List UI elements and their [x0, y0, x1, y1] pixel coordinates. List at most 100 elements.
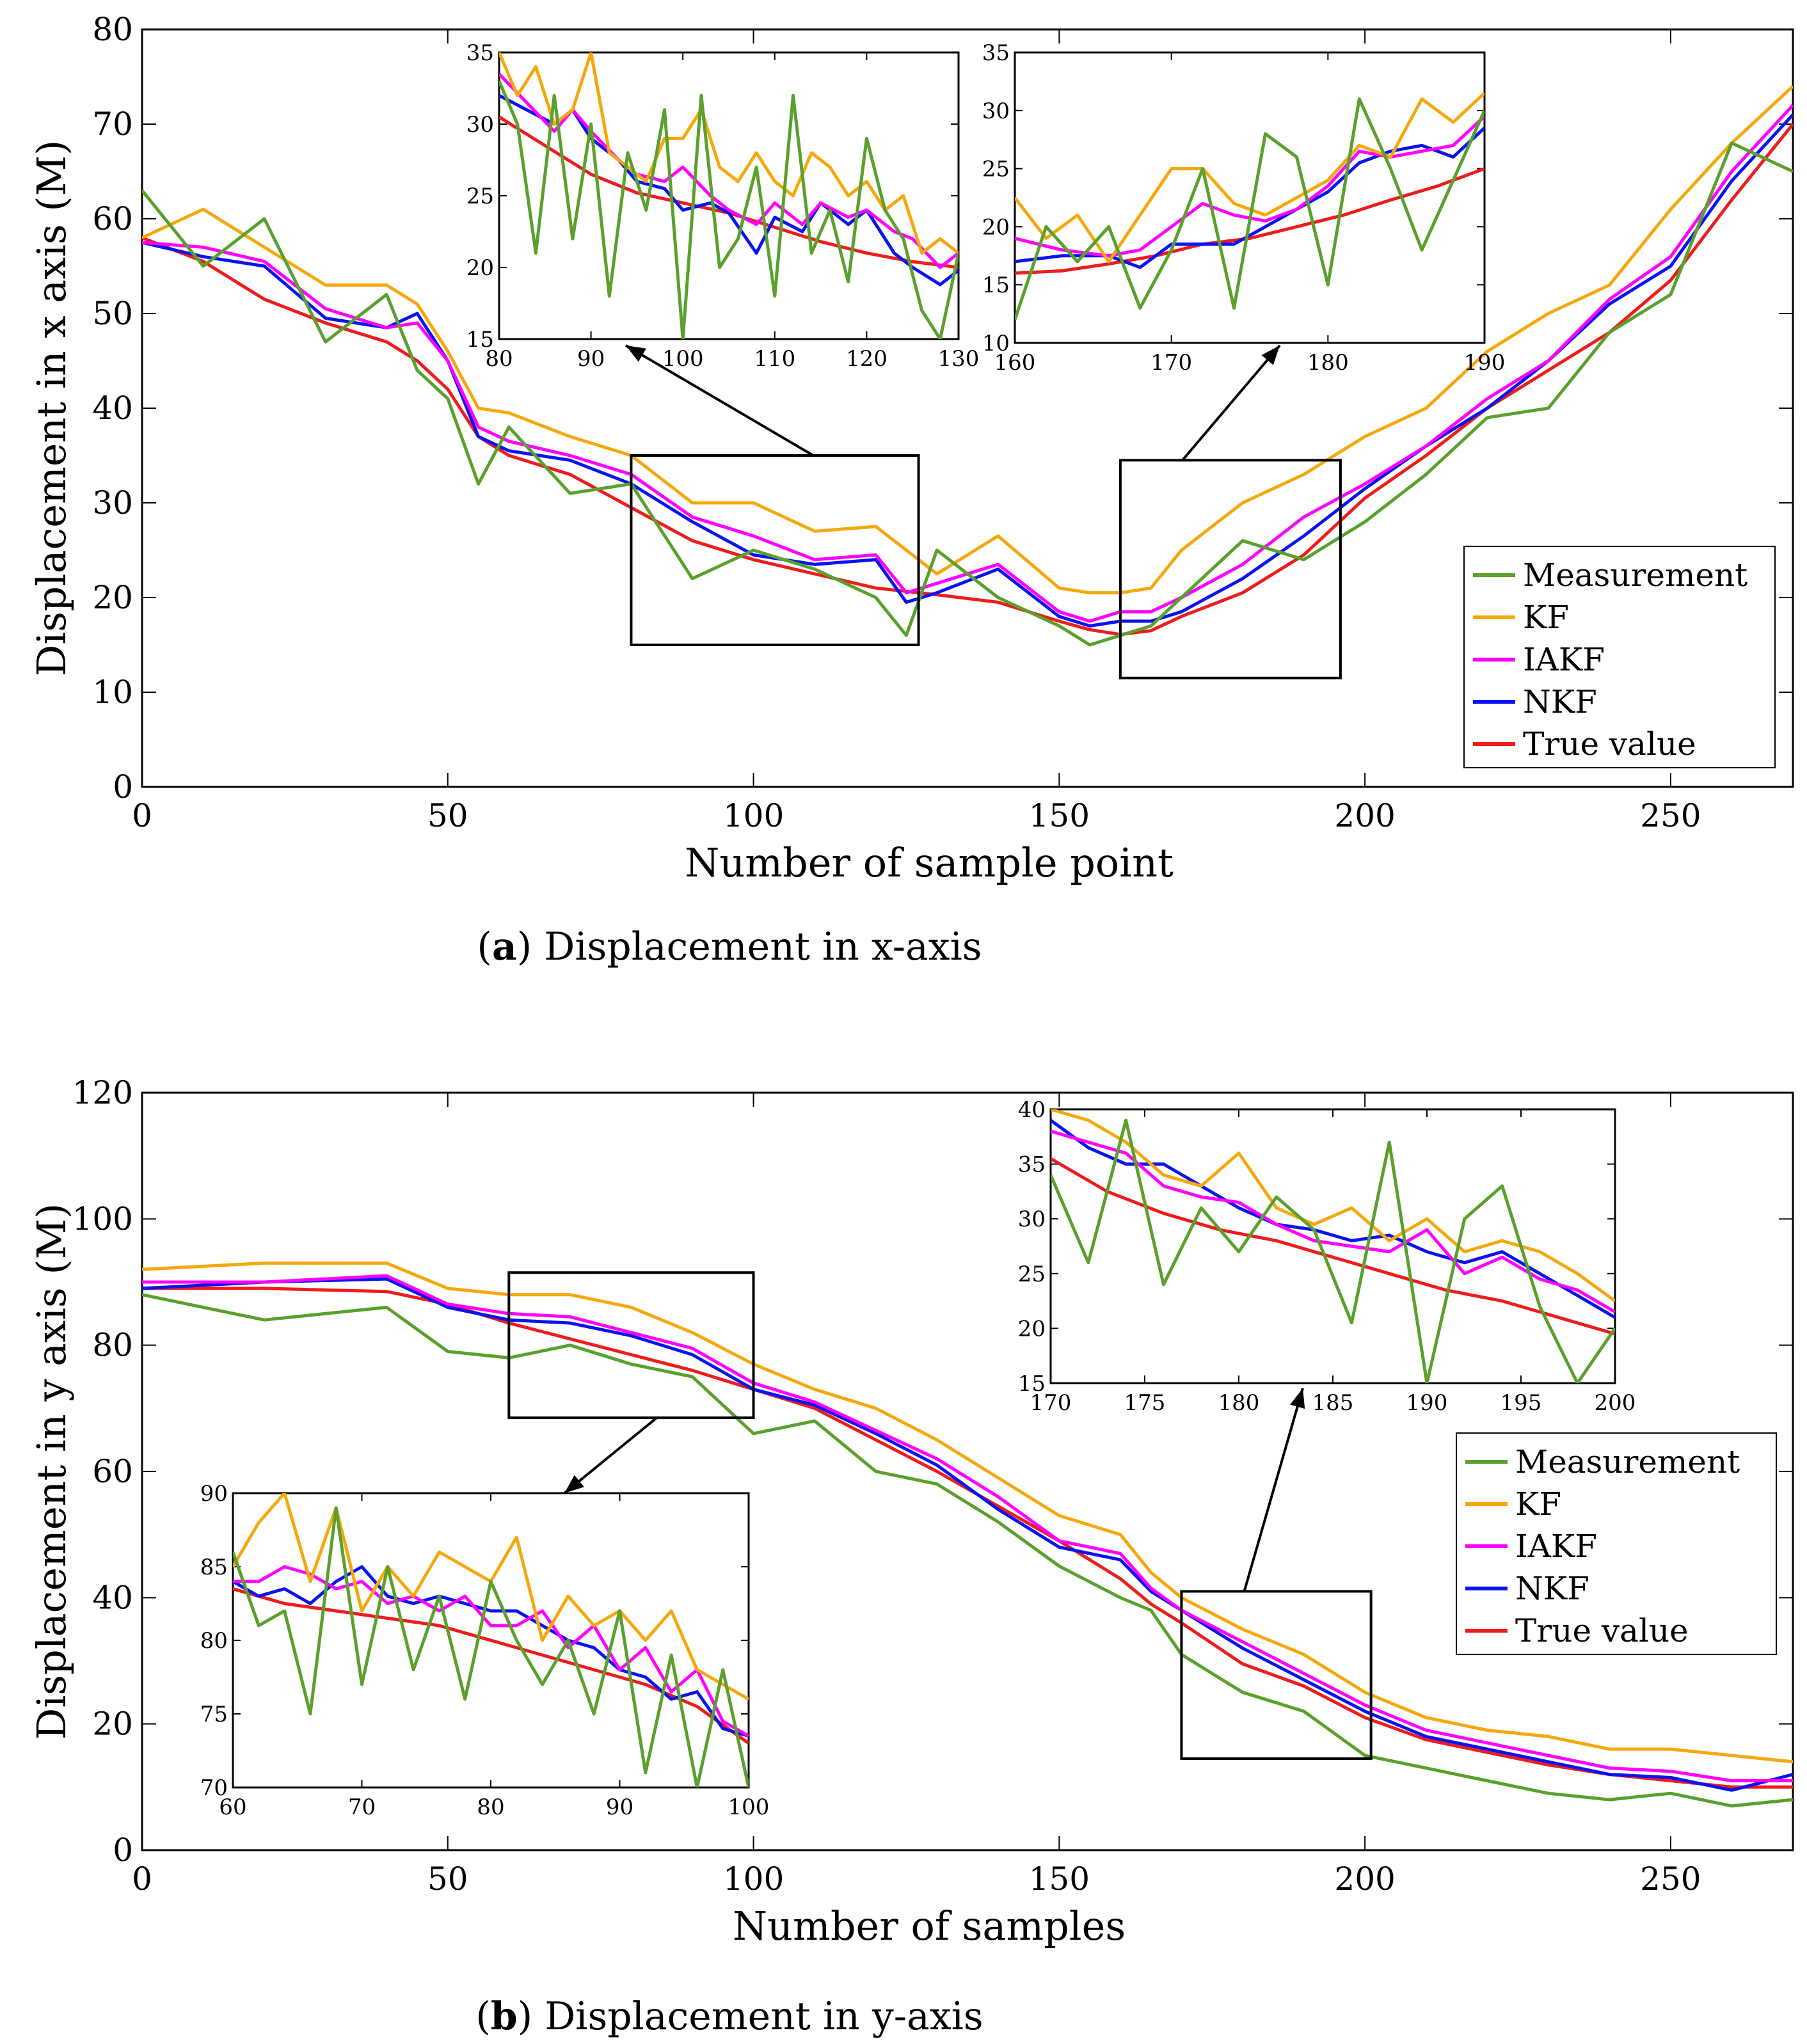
panel-b-x-tick-label: 0 [132, 1860, 152, 1897]
panel-a-legend-label-measurement: Measurement [1523, 557, 1747, 594]
panel-a-series-nkf [142, 113, 1793, 628]
panel-b-inset-left-arrow-line [563, 1416, 658, 1494]
panel-a-inset-left-arrow-head [626, 345, 646, 362]
panel-b-series-iakf [142, 1274, 1793, 1782]
panel-a-chart: 0 50 100 150 200 250 0 10 20 30 40 50 60 70 80 Number o… [28, 11, 1794, 886]
panel-b-inset-left-zoom-box [507, 1271, 755, 1420]
panel-b-inset-left-arrow-head [564, 1475, 584, 1493]
panel-b-y-tick-label: 60 [92, 1453, 133, 1490]
panel-a-y-tick-label: 10 [92, 674, 133, 711]
panel-b-x-tick-label: 100 [723, 1860, 784, 1897]
panel-a-inset-right-y-tick-label: 25 [982, 157, 1010, 182]
panel-a-inset-left-x-tick-label: 90 [577, 346, 605, 372]
panel-a-inset-right-y-tick-label: 20 [982, 214, 1010, 240]
panel-a-inset-right-series-measurement [1015, 97, 1485, 321]
panel-a-series-iakf [142, 104, 1793, 623]
panel-a-x-tick-label: 150 [1029, 797, 1090, 834]
panel-a-inset-right-x-tick-label: 160 [994, 350, 1036, 376]
panel-b-inset-left-y-tick-label: 75 [200, 1702, 228, 1727]
panel-a-x-tick-label: 0 [132, 797, 152, 834]
panel-b-x-axis-label: Number of samples [733, 1903, 1126, 1949]
panel-a-inset-left-arrow-line [625, 344, 815, 457]
panel-a-inset-left-x-tick-label: 80 [485, 346, 513, 372]
panel-a-legend-label-iakf: IAKF [1523, 641, 1605, 678]
panel-a-legend-label-nkf: NKF [1523, 683, 1597, 720]
panel-b-inset-right-x-tick-label: 180 [1218, 1390, 1260, 1416]
panel-a-inset-left-y-tick-label: 25 [466, 184, 494, 209]
panel-a-y-tick-label: 30 [92, 484, 133, 521]
panel-a-inset-right: 160 170 180 190 10 15 20 25 30 35 [982, 40, 1506, 376]
panel-a-x-tick-label: 200 [1334, 797, 1395, 834]
panel-a-inset-right-arrow-head [1261, 345, 1280, 365]
panel-b-y-tick-label: 80 [92, 1327, 133, 1364]
panel-b-inset-left-y-tick-label: 90 [200, 1481, 228, 1507]
panel-a-y-tick-label: 50 [92, 295, 133, 332]
panel-b-inset-left-x-tick-label: 70 [348, 1794, 376, 1820]
panel-b-y-axis-label: Displacement in y axis (M) [28, 1203, 75, 1740]
panel-b-y-tick-label: 0 [113, 1832, 133, 1869]
panel-a-inset-right-y-tick-label: 35 [982, 40, 1010, 66]
panel-b-inset-right-y-tick-label: 20 [1018, 1316, 1046, 1342]
panel-a-inset-right-series-true-value [1015, 167, 1485, 275]
panel-b-inset-left-x-tick-label: 100 [728, 1794, 770, 1820]
panel-b-inset-left-series-iakf [233, 1565, 749, 1738]
panel-a-inset-right-plot-frame [1014, 51, 1486, 344]
panel-b-inset-right-y-tick-label: 15 [1018, 1371, 1046, 1397]
panel-a-inset-right-x-tick-label: 180 [1307, 350, 1349, 376]
panel-a-inset-right-zoom-box [1118, 459, 1342, 679]
panel-a-inset-right-series-kf [1015, 91, 1485, 264]
panel-a-inset-right-y-tick-label: 30 [982, 99, 1010, 124]
panel-a-inset-left-y-tick-label: 30 [466, 112, 494, 138]
panel-b-inset-left-series-measurement [233, 1506, 749, 1787]
panel-a-inset-left-series-measurement [499, 80, 959, 339]
panel-b-x-tick-label: 200 [1334, 1860, 1395, 1897]
caption-a: (a) Displacement in x-axis [477, 924, 982, 969]
panel-b-series-nkf [142, 1277, 1793, 1792]
panel-b-inset-right-x-tick-label: 170 [1030, 1390, 1072, 1416]
panel-b-y-tick-label: 40 [92, 1579, 133, 1616]
panel-b-inset-right-zoom-box [1180, 1590, 1373, 1760]
panel-b-y-tick-label: 120 [72, 1074, 133, 1111]
panel-a-x-axis-label: Number of sample point [685, 839, 1174, 886]
panel-b-inset-right-arrow-head [1290, 1388, 1305, 1409]
panel-b-inset-right-x-tick-label: 185 [1312, 1390, 1354, 1416]
panel-b-legend-label-true-value: True value [1515, 1612, 1689, 1649]
panel-b-inset-right-y-tick-label: 40 [1018, 1097, 1046, 1123]
panel-b-inset-right-x-tick-label: 175 [1124, 1390, 1166, 1416]
panel-b-legend-label-iakf: IAKF [1515, 1528, 1597, 1565]
panel-b-x-tick-label: 250 [1640, 1860, 1701, 1897]
panel-a-inset-left-y-tick-label: 15 [466, 327, 494, 353]
panel-b-y-tick-label: 20 [92, 1706, 133, 1743]
panel-b-legend-box [1456, 1432, 1777, 1655]
panel-a-inset-left-y-tick-label: 20 [466, 255, 494, 281]
panel-a-series-kf [142, 84, 1793, 595]
panel-a-inset-right-series-nkf [1015, 127, 1485, 269]
panel-b-series-measurement [142, 1293, 1793, 1808]
panel-b-series-kf [142, 1261, 1793, 1764]
panel-b-x-tick-label: 50 [427, 1860, 468, 1897]
panel-a-inset-left-x-tick-label: 120 [846, 346, 888, 372]
panel-b-inset-right-x-tick-label: 200 [1595, 1390, 1636, 1416]
panel-b-inset-right-arrow-line [1243, 1388, 1304, 1592]
panel-a-inset-left-x-tick-label: 110 [754, 346, 795, 372]
panel-a-inset-left-y-tick-label: 35 [466, 40, 494, 66]
panel-a-inset-right-x-tick-label: 170 [1150, 350, 1192, 376]
panel-a-inset-right-y-tick-label: 10 [982, 331, 1010, 356]
panel-b-y-tick-label: 100 [72, 1200, 133, 1237]
panel-b-x-tick-label: 150 [1029, 1860, 1090, 1897]
panel-b-inset-right-series-nkf [1051, 1119, 1615, 1319]
caption-b: (b) Displacement in y-axis [475, 1994, 983, 2039]
panel-a-inset-left: 80 90 100 110 120 130 15 20 25 30 35 [466, 40, 980, 372]
panel-a-legend-label-true-value: True value [1523, 725, 1696, 763]
panel-b-inset-left-x-tick-label: 90 [606, 1794, 633, 1820]
panel-a-x-tick-label: 50 [427, 797, 468, 834]
panel-a-y-tick-label: 60 [92, 200, 133, 237]
panel-b-inset-right-x-tick-label: 190 [1406, 1390, 1448, 1416]
panel-b-inset-left-y-tick-label: 85 [200, 1555, 228, 1580]
panel-b-inset-left-x-tick-label: 60 [219, 1794, 246, 1820]
panel-a-inset-left-series-kf [499, 52, 959, 255]
panel-b-inset-right-y-tick-label: 25 [1018, 1262, 1046, 1287]
panel-a-legend-box [1463, 546, 1776, 768]
